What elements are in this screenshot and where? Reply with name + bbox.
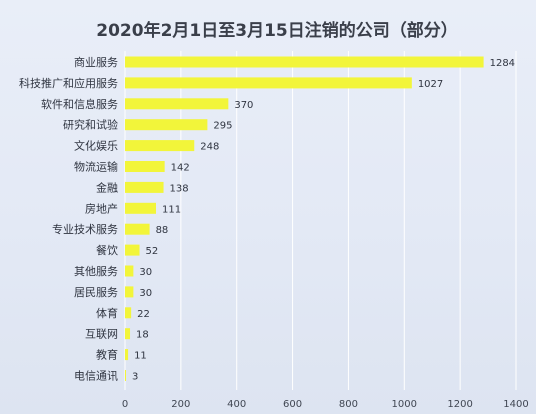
bar — [125, 223, 150, 235]
category-label: 互联网 — [85, 328, 118, 341]
bars — [125, 56, 484, 381]
data-label: 138 — [170, 183, 189, 194]
category-label: 物流运输 — [74, 160, 118, 174]
data-label: 88 — [156, 225, 169, 236]
category-label: 居民服务 — [74, 286, 118, 299]
category-label: 电信通讯 — [74, 370, 118, 383]
data-label: 52 — [146, 246, 159, 257]
x-tick-label: 800 — [339, 399, 358, 410]
data-label: 30 — [139, 267, 152, 278]
data-label: 248 — [200, 142, 219, 153]
bar — [125, 181, 164, 193]
x-tick-label: 1200 — [447, 399, 472, 410]
data-label: 1027 — [418, 79, 443, 90]
data-label: 295 — [213, 121, 232, 132]
data-label: 3 — [132, 372, 138, 383]
category-label: 房地产 — [85, 201, 118, 215]
data-label: 111 — [162, 204, 181, 215]
data-label: 142 — [171, 163, 190, 174]
bar — [125, 265, 134, 277]
category-label: 教育 — [96, 348, 118, 362]
bar — [125, 77, 412, 89]
data-label: 1284 — [490, 58, 515, 69]
x-tick-label: 0 — [122, 399, 128, 410]
bar — [125, 140, 195, 152]
category-label: 专业技术服务 — [52, 222, 118, 236]
data-label: 11 — [134, 351, 147, 362]
category-label: 其他服务 — [74, 265, 118, 278]
category-label: 软件和信息服务 — [41, 97, 118, 111]
bar — [125, 161, 165, 172]
bar — [125, 56, 484, 68]
bar — [125, 349, 129, 361]
x-tick-label: 400 — [227, 399, 246, 410]
x-tick-label: 600 — [283, 399, 302, 410]
category-label: 研究和试验 — [63, 118, 118, 132]
x-tick-label: 200 — [171, 399, 190, 410]
chart-title: 2020年2月1日至3月15日注销的公司（部分） — [96, 20, 457, 41]
bar — [125, 244, 140, 256]
bar — [125, 98, 229, 110]
data-label: 30 — [139, 288, 152, 299]
category-label: 商业服务 — [74, 55, 118, 69]
category-label: 体育 — [96, 306, 118, 320]
category-label: 餐饮 — [96, 243, 118, 257]
data-label: 18 — [136, 330, 149, 341]
bar — [125, 328, 131, 340]
bar — [125, 307, 132, 319]
bar — [125, 202, 157, 214]
bar — [125, 370, 126, 381]
data-label: 22 — [137, 309, 150, 320]
x-tick-label: 1000 — [392, 399, 417, 410]
category-label: 科技推广和应用服务 — [19, 76, 118, 90]
bar — [125, 119, 208, 131]
bar — [125, 286, 134, 298]
data-label: 370 — [234, 100, 253, 111]
x-tick-label: 1400 — [503, 399, 528, 410]
labels: 商业服务 1284 科技推广和应用服务 1027 软件和信息服务 370 研究和试验 295 文… — [19, 55, 515, 383]
x-axis-ticks: 0 200 400 600 800 1000 1200 1400 — [122, 399, 529, 410]
category-label: 金融 — [96, 180, 118, 194]
category-label: 文化娱乐 — [74, 139, 118, 153]
